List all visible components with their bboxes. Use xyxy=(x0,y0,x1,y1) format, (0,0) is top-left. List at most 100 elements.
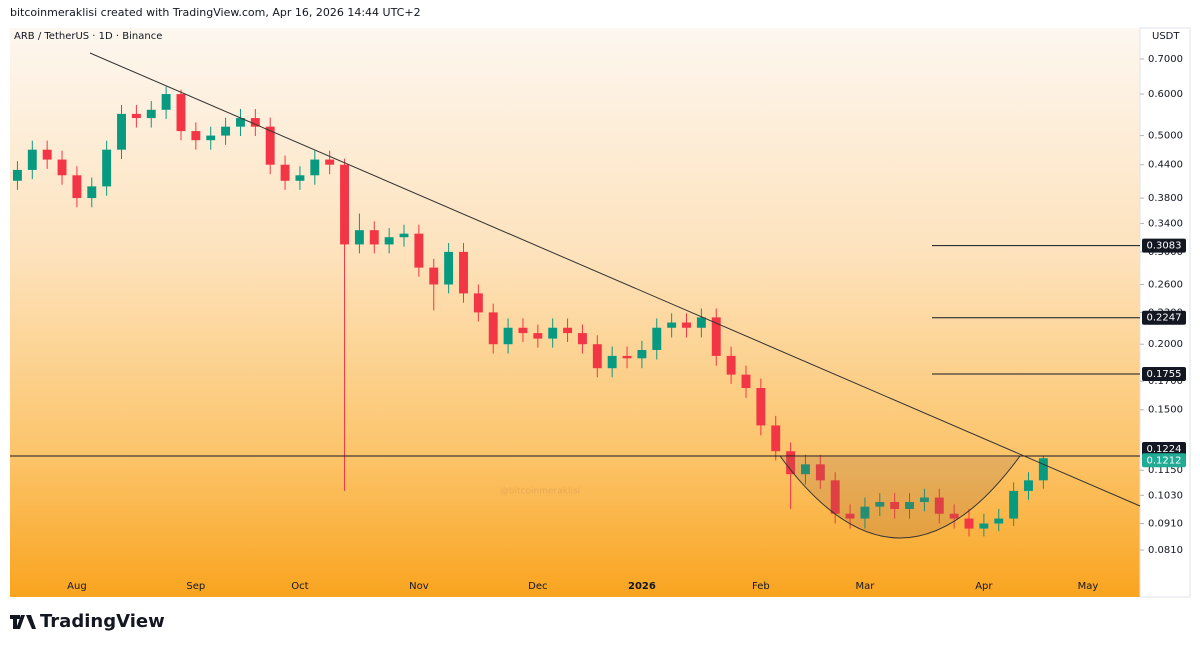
y-tick-label: 0.4400 xyxy=(1148,160,1183,171)
plot xyxy=(10,86,1140,537)
candle-body xyxy=(354,230,364,245)
y-tick-label: 0.1150 xyxy=(1148,465,1183,476)
candle-body xyxy=(756,388,766,426)
candle-body xyxy=(637,349,647,359)
candle-body xyxy=(563,327,573,334)
candle-body xyxy=(310,159,320,176)
watermark: @bitcoinmeraklisi xyxy=(500,487,580,497)
footer-logo: TradingView xyxy=(10,611,165,632)
candle-body xyxy=(236,118,245,127)
candle-body xyxy=(1038,458,1048,481)
attribution: bitcoinmeraklisi created with TradingVie… xyxy=(10,6,421,19)
x-tick-label: Oct xyxy=(291,581,308,592)
y-tick-label: 0.2600 xyxy=(1148,279,1183,290)
candle-body xyxy=(12,169,22,181)
x-tick-label: May xyxy=(1078,581,1099,592)
candle-body xyxy=(979,523,989,529)
candle-body xyxy=(577,333,587,345)
candle-body xyxy=(473,293,483,313)
candle-body xyxy=(726,355,736,375)
candle-body xyxy=(964,518,974,529)
candle-body xyxy=(652,327,662,350)
candle-body xyxy=(295,175,305,181)
y-tick-label: 0.5000 xyxy=(1148,131,1183,142)
candle-body xyxy=(57,159,67,176)
candle-body xyxy=(890,502,900,509)
symbol-info: ARB / TetherUS · 1D · Binance xyxy=(14,31,162,42)
candle-body xyxy=(815,464,825,481)
y-tick-label: 0.1030 xyxy=(1148,490,1183,501)
y-tick-label: 0.1700 xyxy=(1148,376,1183,387)
candle-body xyxy=(369,230,379,245)
y-tick-label: 0.3800 xyxy=(1148,193,1183,204)
candle-body xyxy=(325,159,335,165)
logo-icon xyxy=(10,615,36,629)
axis-unit: USDT xyxy=(1152,31,1180,42)
candle-body xyxy=(414,233,424,268)
x-tick-label: Dec xyxy=(528,581,547,592)
y-tick-label: 0.0810 xyxy=(1148,545,1183,556)
candle-body xyxy=(488,312,498,345)
x-tick-label: Sep xyxy=(186,581,205,592)
level-label-box xyxy=(1142,442,1186,457)
y-tick-label: 0.2000 xyxy=(1148,339,1183,350)
y-tick-label: 0.3400 xyxy=(1148,218,1183,229)
candle-body xyxy=(503,327,513,345)
candle-body xyxy=(459,251,468,294)
x-tick-label: Aug xyxy=(67,581,87,592)
last-price-box xyxy=(1142,453,1186,468)
level-label: 0.1224 xyxy=(1147,444,1182,455)
y-tick-label: 0.6000 xyxy=(1148,89,1183,100)
candle-body xyxy=(340,164,349,245)
plot-background xyxy=(10,28,1140,597)
level-label-box xyxy=(1142,238,1186,253)
level-label-box xyxy=(1142,366,1186,381)
candle-body xyxy=(622,355,632,359)
candle-body xyxy=(265,126,275,165)
cup-arc xyxy=(779,455,1021,539)
candle-body xyxy=(548,327,558,339)
candle-body xyxy=(221,126,231,136)
trend-line xyxy=(89,52,1141,507)
candle-body xyxy=(711,317,721,356)
candle-body xyxy=(146,109,156,119)
candle-body xyxy=(87,186,97,199)
brand: TradingView xyxy=(40,611,165,632)
candle-body xyxy=(830,480,840,514)
candle-body xyxy=(72,175,82,199)
last-price-label: 0.1212 xyxy=(1147,455,1182,466)
candle-body xyxy=(42,149,52,160)
candle-body xyxy=(607,355,617,369)
candle-body xyxy=(429,267,439,285)
level-label-box xyxy=(1142,310,1186,325)
candle-body xyxy=(191,131,201,141)
candle-body xyxy=(533,333,543,339)
candle-body xyxy=(905,502,914,509)
candle-body xyxy=(934,497,944,514)
y-tick-label: 0.7000 xyxy=(1148,54,1183,65)
candle-body xyxy=(592,344,602,369)
candle-body xyxy=(117,113,126,150)
candle-body xyxy=(280,164,290,181)
x-tick-label: 2026 xyxy=(628,581,656,592)
candle-body xyxy=(176,94,186,132)
candle-body xyxy=(875,502,885,507)
candle-body xyxy=(845,513,855,519)
candle-body xyxy=(801,464,810,475)
candle-body xyxy=(384,237,394,245)
candle-body xyxy=(682,322,691,328)
candle-body xyxy=(994,518,1004,524)
candle-body xyxy=(1009,490,1019,519)
candle-body xyxy=(444,251,454,285)
y-tick-label: 0.0910 xyxy=(1148,519,1183,530)
x-tick-label: Nov xyxy=(409,581,429,592)
axis-labels: 0.7000 0.6000 0.5000 0.4400 0.3800 0.3400 0.30… xyxy=(67,54,1186,592)
candle-body xyxy=(741,374,751,389)
x-tick-label: Mar xyxy=(855,581,875,592)
candle-body xyxy=(771,425,781,452)
candle-body xyxy=(399,233,409,238)
level-label: 0.1755 xyxy=(1147,369,1182,380)
candle-body xyxy=(518,327,528,334)
x-tick-label: Apr xyxy=(975,581,993,592)
